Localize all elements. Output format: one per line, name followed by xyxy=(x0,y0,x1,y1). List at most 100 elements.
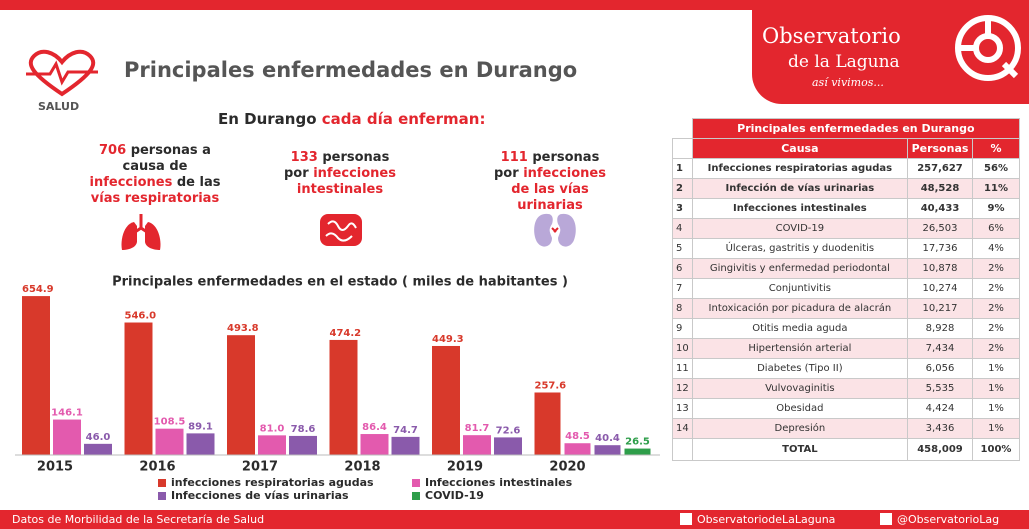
bar xyxy=(361,434,389,455)
value-label: 26.5 xyxy=(625,437,650,448)
value-label: 74.7 xyxy=(393,425,418,436)
bar xyxy=(565,443,591,455)
footer-link[interactable]: @ObservatorioLag xyxy=(897,513,999,526)
twitter-icon xyxy=(880,513,892,525)
legend-label: infecciones respiratorias agudas xyxy=(171,476,374,489)
percent: 9% xyxy=(973,199,1020,219)
value-label: 493.8 xyxy=(227,323,259,334)
table-row: 7Conjuntivitis10,2742% xyxy=(673,279,1020,299)
value-label: 81.0 xyxy=(260,423,285,434)
table-row: 10Hipertensión arterial7,4342% xyxy=(673,339,1020,359)
percent: 1% xyxy=(973,379,1020,399)
bar xyxy=(258,435,286,455)
footer-source: Datos de Morbilidad de la Secretaría de … xyxy=(12,513,264,526)
cause: Obesidad xyxy=(692,399,907,419)
table-title: Principales enfermedades en Durango xyxy=(692,119,1019,139)
cause: Infecciones respiratorias agudas xyxy=(692,159,907,179)
percent: 2% xyxy=(973,279,1020,299)
row-number: 4 xyxy=(673,219,693,239)
table: Principales enfermedades en Durango Caus… xyxy=(672,118,1020,461)
row-number: 9 xyxy=(673,319,693,339)
persons: 6,056 xyxy=(908,359,973,379)
row-number: 3 xyxy=(673,199,693,219)
persons: 10,217 xyxy=(908,299,973,319)
percent: 4% xyxy=(973,239,1020,259)
blank-cell xyxy=(673,439,693,461)
x-tick-label: 2019 xyxy=(447,460,483,475)
cause: COVID-19 xyxy=(692,219,907,239)
table-row: 6Gingivitis y enfermedad periodontal10,8… xyxy=(673,259,1020,279)
value-label: 108.5 xyxy=(154,417,186,428)
value-label: 86.4 xyxy=(362,422,387,433)
bar xyxy=(463,435,491,455)
legend-swatch xyxy=(158,479,166,487)
chart-title: Principales enfermedades en el estado ( … xyxy=(112,275,568,290)
column-header: Causa xyxy=(692,139,907,159)
persons: 4,424 xyxy=(908,399,973,419)
persons: 8,928 xyxy=(908,319,973,339)
total-percent: 100% xyxy=(973,439,1020,461)
bar xyxy=(156,429,184,455)
legend-swatch xyxy=(412,492,420,500)
bar xyxy=(392,437,420,455)
column-header: Personas xyxy=(908,139,973,159)
footer-link[interactable]: ObservatoriodeLaLaguna xyxy=(697,513,835,526)
legend-label: Infecciones de vías urinarias xyxy=(171,489,349,502)
row-number: 14 xyxy=(673,419,693,439)
percent: 11% xyxy=(973,179,1020,199)
x-tick-label: 2020 xyxy=(549,460,585,475)
bar xyxy=(84,444,112,455)
bar xyxy=(22,296,50,455)
row-number: 5 xyxy=(673,239,693,259)
cause: Gingivitis y enfermedad periodontal xyxy=(692,259,907,279)
value-label: 46.0 xyxy=(86,432,111,443)
row-number: 13 xyxy=(673,399,693,419)
percent: 2% xyxy=(973,319,1020,339)
row-number: 1 xyxy=(673,159,693,179)
total-row: TOTAL458,009100% xyxy=(673,439,1020,461)
value-label: 654.9 xyxy=(22,284,54,295)
percent: 1% xyxy=(973,399,1020,419)
legend-label: COVID-19 xyxy=(425,489,484,502)
total-label: TOTAL xyxy=(692,439,907,461)
x-tick-label: 2017 xyxy=(242,460,278,475)
percent: 2% xyxy=(973,259,1020,279)
value-label: 72.6 xyxy=(496,425,521,436)
cause: Otitis media aguda xyxy=(692,319,907,339)
cause: Úlceras, gastritis y duodenitis xyxy=(692,239,907,259)
legend-label: Infecciones intestinales xyxy=(425,476,573,489)
row-number: 8 xyxy=(673,299,693,319)
percent: 2% xyxy=(973,299,1020,319)
persons: 40,433 xyxy=(908,199,973,219)
cause: Infección de vías urinarias xyxy=(692,179,907,199)
facebook-icon xyxy=(680,513,692,525)
bar xyxy=(330,340,358,455)
persons: 10,878 xyxy=(908,259,973,279)
total-persons: 458,009 xyxy=(908,439,973,461)
persons: 3,436 xyxy=(908,419,973,439)
logo-text: Observatorio xyxy=(762,24,901,48)
percent: 1% xyxy=(973,419,1020,439)
x-tick-label: 2018 xyxy=(344,460,380,475)
percent: 2% xyxy=(973,339,1020,359)
footer: Datos de Morbilidad de la Secretaría de … xyxy=(0,510,1029,529)
bar xyxy=(625,449,651,455)
persons: 5,535 xyxy=(908,379,973,399)
legend-swatch xyxy=(158,492,166,500)
value-label: 546.0 xyxy=(125,311,157,322)
row-number: 11 xyxy=(673,359,693,379)
persons: 257,627 xyxy=(908,159,973,179)
table-row: 13Obesidad4,4241% xyxy=(673,399,1020,419)
value-label: 146.1 xyxy=(51,408,83,419)
value-label: 40.4 xyxy=(595,433,620,444)
logo-icon xyxy=(952,12,1024,84)
x-tick-label: 2015 xyxy=(37,460,73,475)
row-number: 6 xyxy=(673,259,693,279)
